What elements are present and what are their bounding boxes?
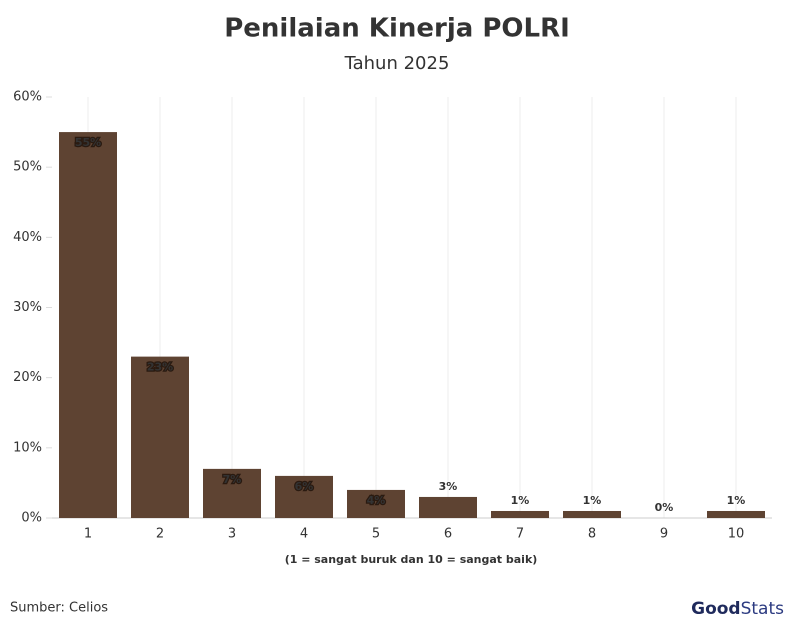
x-tick-label: 6 (444, 527, 452, 542)
y-tick-label: 0% (21, 511, 42, 526)
y-tick-label: 40% (13, 230, 42, 245)
y-tick-label: 20% (13, 370, 42, 385)
x-tick-label: 2 (156, 527, 164, 542)
source: Sumber: Celios (10, 601, 108, 616)
data-label: 0% (655, 501, 674, 514)
y-tick-label: 10% (13, 440, 42, 455)
data-label: 1% (511, 494, 530, 507)
y-tick-label: 60% (13, 90, 42, 105)
x-tick-label: 10 (728, 527, 745, 542)
data-label: 4% (367, 494, 386, 507)
chart-title: Penilaian Kinerja POLRI (224, 14, 570, 44)
data-label: 23% (147, 361, 173, 374)
x-tick-label: 5 (372, 527, 380, 542)
x-tick-label: 7 (516, 527, 524, 542)
bar (131, 356, 189, 518)
x-tick-label: 4 (300, 527, 308, 542)
data-label: 7% (223, 473, 242, 486)
bar (707, 510, 765, 518)
logo: GoodStats (691, 599, 784, 619)
bar (419, 496, 477, 518)
chart-subtitle: Tahun 2025 (344, 53, 450, 74)
x-tick-label: 8 (588, 527, 596, 542)
x-tick-label: 3 (228, 527, 236, 542)
data-label: 3% (439, 480, 458, 493)
bar (347, 489, 405, 518)
y-tick-label: 50% (13, 160, 42, 175)
bar (59, 132, 117, 519)
bar (563, 510, 621, 518)
data-label: 55% (75, 136, 101, 149)
x-tick-label: 1 (84, 527, 92, 542)
bar (203, 468, 261, 518)
logo-part: Stats (741, 599, 785, 619)
x-tick-label: 9 (660, 527, 668, 542)
data-label: 1% (727, 494, 746, 507)
data-label: 6% (295, 480, 314, 493)
x-axis-label: (1 = sangat buruk dan 10 = sangat baik) (285, 553, 538, 566)
y-tick-label: 30% (13, 300, 42, 315)
data-label: 1% (583, 494, 602, 507)
logo-part: Good (691, 599, 740, 619)
bar (491, 510, 549, 518)
bar (275, 475, 333, 518)
